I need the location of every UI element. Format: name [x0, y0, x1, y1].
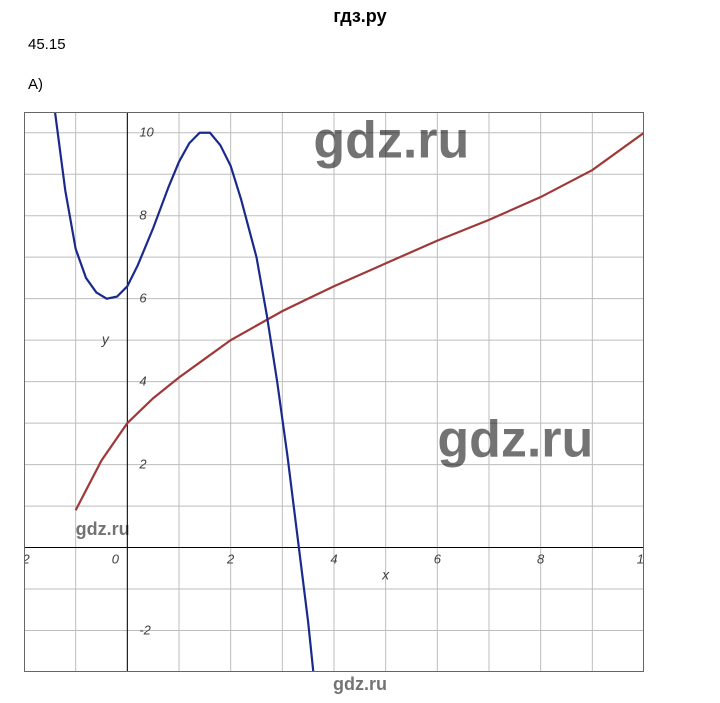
page-root: гдз.ру 45.15 А) -20246810-2246810xygdz.r… — [0, 0, 720, 703]
svg-text:8: 8 — [139, 208, 147, 223]
chart-watermark: gdz.ru — [313, 112, 469, 170]
svg-text:6: 6 — [139, 291, 147, 306]
svg-text:10: 10 — [637, 552, 644, 567]
svg-text:-2: -2 — [139, 623, 151, 638]
svg-text:2: 2 — [226, 552, 235, 567]
page-title: гдз.ру — [0, 6, 720, 27]
problem-part-label: А) — [28, 76, 43, 93]
footer-watermark: gdz.ru — [0, 674, 720, 695]
svg-text:y: y — [101, 331, 110, 347]
svg-text:x: x — [381, 567, 390, 583]
svg-text:10: 10 — [139, 125, 154, 140]
problem-number: 45.15 — [28, 36, 66, 53]
svg-text:8: 8 — [537, 552, 545, 567]
svg-text:6: 6 — [434, 552, 442, 567]
chart-container: -20246810-2246810xygdz.rugdz.rugdz.ru — [24, 112, 644, 677]
svg-text:2: 2 — [138, 457, 147, 472]
svg-text:0: 0 — [112, 552, 120, 567]
chart-watermark: gdz.ru — [437, 410, 593, 468]
chart-svg: -20246810-2246810xygdz.rugdz.rugdz.ru — [24, 112, 644, 672]
chart-watermark: gdz.ru — [76, 519, 130, 539]
svg-text:4: 4 — [330, 552, 337, 567]
svg-text:4: 4 — [139, 374, 146, 389]
